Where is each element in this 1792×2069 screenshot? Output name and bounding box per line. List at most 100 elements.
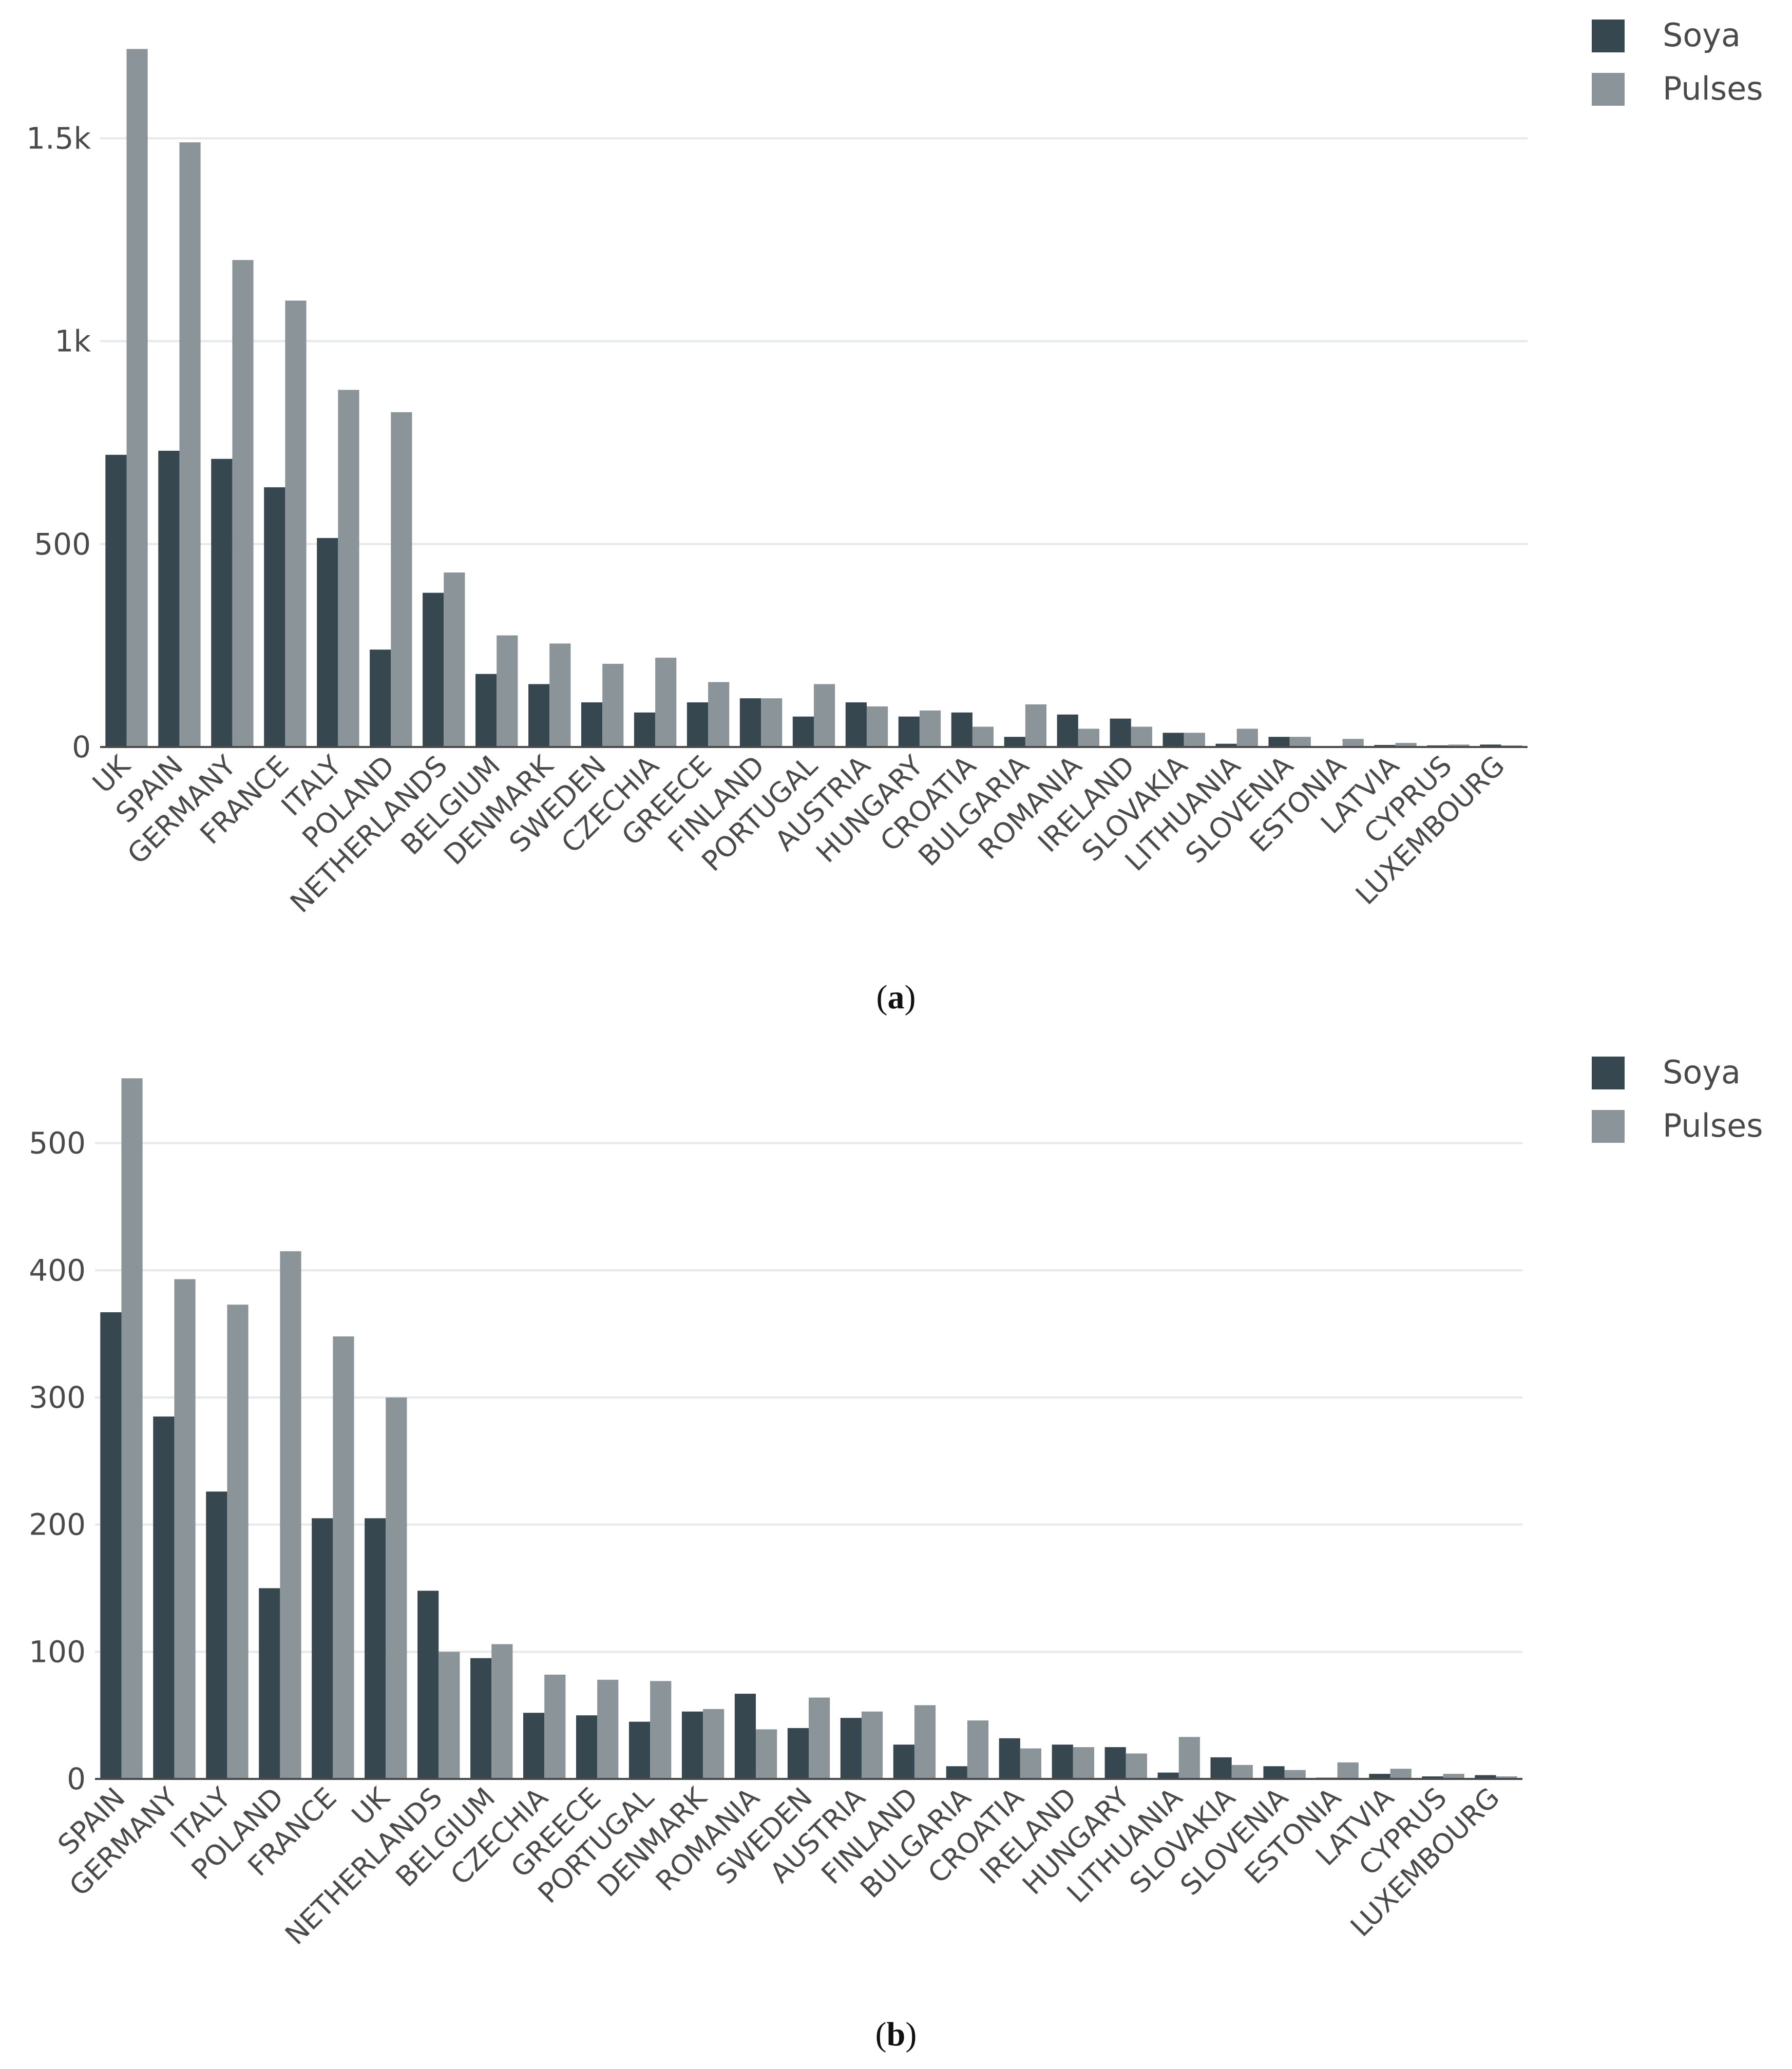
bar-pulses-hungary xyxy=(919,710,941,747)
bar-soya-hungary xyxy=(898,716,920,747)
bar-pulses-croatia xyxy=(1020,1748,1042,1779)
legend-label-pulses[interactable]: Pulses xyxy=(1663,1107,1763,1144)
bar-pulses-austria xyxy=(866,706,888,747)
bar-pulses-poland xyxy=(280,1251,301,1779)
bar-soya-portugal xyxy=(628,1721,651,1779)
bar-pulses-belgium xyxy=(497,635,518,747)
bar-soya-sweden xyxy=(787,1728,809,1779)
bar-pulses-denmark xyxy=(703,1709,725,1779)
bar-soya-czechia xyxy=(634,712,656,747)
y-tick-label: 100 xyxy=(29,1634,86,1669)
bar-soya-belgium xyxy=(475,674,497,747)
bar-soya-denmark xyxy=(528,684,550,747)
bar-soya-slovenia xyxy=(1263,1766,1285,1779)
bar-soya-croatia xyxy=(999,1738,1020,1779)
bar-soya-finland xyxy=(893,1745,914,1779)
bar-soya-greece xyxy=(687,702,709,747)
bar-pulses-estonia xyxy=(1337,1762,1359,1779)
y-tick-label: 300 xyxy=(29,1380,86,1415)
bar-pulses-finland xyxy=(914,1705,936,1779)
bar-soya-spain xyxy=(158,450,180,747)
bar-pulses-latvia xyxy=(1390,1769,1412,1779)
bar-soya-slovakia xyxy=(1210,1757,1232,1779)
legend-swatch-pulses[interactable] xyxy=(1592,73,1625,106)
bar-soya-denmark xyxy=(681,1711,703,1779)
bar-soya-france xyxy=(312,1518,333,1779)
bar-soya-luxembourg xyxy=(1475,1775,1496,1779)
bar-soya-sweden xyxy=(581,702,603,747)
bar-pulses-greece xyxy=(708,682,730,747)
bar-pulses-portugal xyxy=(814,684,835,747)
bar-soya-greece xyxy=(576,1715,598,1779)
bar-pulses-latvia xyxy=(1395,743,1417,747)
bar-pulses-hungary xyxy=(1126,1753,1147,1779)
legend-label-pulses[interactable]: Pulses xyxy=(1663,70,1763,107)
bar-pulses-ireland xyxy=(1131,726,1152,747)
bar-soya-poland xyxy=(259,1588,280,1779)
bar-soya-romania xyxy=(1057,714,1078,747)
legend-label-soya[interactable]: Soya xyxy=(1663,16,1741,54)
bar-pulses-denmark xyxy=(549,643,571,747)
bar-soya-austria xyxy=(845,702,867,747)
bar-soya-netherlands xyxy=(423,592,444,747)
y-tick-label: 400 xyxy=(29,1253,86,1288)
bar-pulses-slovakia xyxy=(1184,733,1205,747)
bar-soya-france xyxy=(264,487,285,747)
legend-swatch-pulses[interactable] xyxy=(1592,1110,1625,1143)
bar-pulses-netherlands xyxy=(444,572,465,747)
bar-pulses-finland xyxy=(761,698,783,747)
y-tick-label: 500 xyxy=(29,1126,86,1161)
bar-soya-italy xyxy=(206,1491,227,1779)
bar-pulses-poland xyxy=(391,412,412,747)
bar-pulses-bulgaria xyxy=(967,1720,989,1779)
chart-a: 05001k1.5kUKSPAINGERMANYFRANCEITALYPOLAN… xyxy=(26,16,1763,919)
bar-soya-lithuania xyxy=(1157,1772,1179,1779)
bar-soya-belgium xyxy=(470,1658,492,1779)
bar-pulses-romania xyxy=(1078,729,1099,747)
y-tick-label: 1k xyxy=(55,324,91,359)
bar-pulses-uk xyxy=(386,1397,407,1779)
bar-pulses-bulgaria xyxy=(1025,704,1047,747)
legend-label-soya[interactable]: Soya xyxy=(1663,1053,1741,1091)
bar-pulses-austria xyxy=(861,1711,883,1779)
bar-soya-latvia xyxy=(1369,1774,1390,1779)
bar-pulses-italy xyxy=(338,390,359,747)
bar-soya-spain xyxy=(100,1312,122,1779)
bar-soya-uk xyxy=(105,454,127,747)
legend-swatch-soya[interactable] xyxy=(1592,1057,1625,1089)
bar-soya-slovakia xyxy=(1162,733,1184,747)
bar-pulses-greece xyxy=(597,1679,619,1779)
bar-soya-bulgaria xyxy=(1004,737,1025,747)
bar-pulses-portugal xyxy=(650,1681,672,1779)
y-tick-label: 1.5k xyxy=(26,121,91,156)
bar-pulses-estonia xyxy=(1342,739,1364,747)
bar-soya-romania xyxy=(734,1694,756,1779)
bar-pulses-slovakia xyxy=(1231,1765,1253,1779)
y-tick-label: 0 xyxy=(72,730,91,764)
bar-soya-czechia xyxy=(523,1713,545,1779)
bar-pulses-lithuania xyxy=(1178,1737,1200,1779)
bar-pulses-germany xyxy=(174,1279,196,1779)
y-tick-label: 200 xyxy=(29,1507,86,1542)
bar-soya-cyprus xyxy=(1422,1776,1443,1779)
bar-pulses-cyprus xyxy=(1448,744,1470,747)
bar-pulses-uk xyxy=(126,49,148,747)
chart-b: 0100200300400500SPAINGERMANYITALYPOLANDF… xyxy=(29,1053,1763,1951)
caption-a: (a) xyxy=(876,979,916,1016)
y-tick-label: 500 xyxy=(34,527,91,562)
bar-pulses-slovenia xyxy=(1284,1770,1306,1779)
bar-soya-hungary xyxy=(1104,1747,1126,1779)
bar-soya-lithuania xyxy=(1215,743,1237,747)
bar-soya-portugal xyxy=(792,716,814,747)
bar-pulses-czechia xyxy=(544,1674,566,1779)
caption-b: (b) xyxy=(875,2016,917,2053)
bar-soya-netherlands xyxy=(417,1591,439,1779)
bar-pulses-netherlands xyxy=(439,1652,460,1779)
legend-swatch-soya[interactable] xyxy=(1592,20,1625,52)
bar-soya-italy xyxy=(317,538,338,747)
bar-pulses-slovenia xyxy=(1289,737,1311,747)
bar-pulses-czechia xyxy=(655,658,677,747)
bar-soya-finland xyxy=(739,698,761,747)
bar-pulses-romania xyxy=(756,1729,777,1779)
bar-soya-uk xyxy=(365,1518,386,1779)
